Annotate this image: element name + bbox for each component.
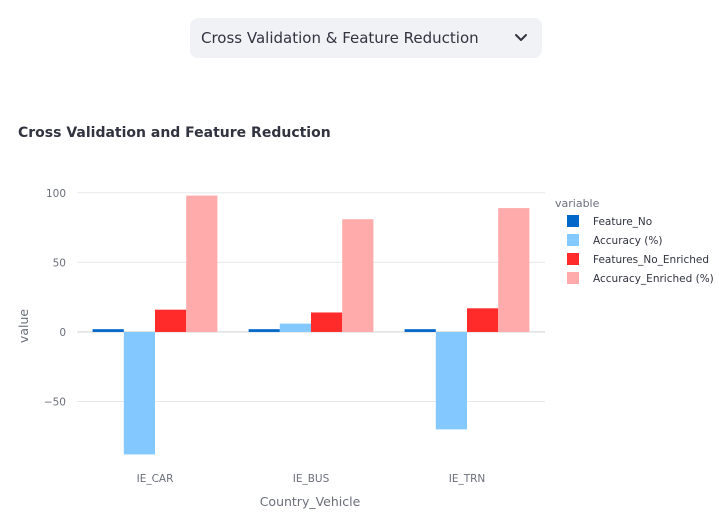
bar-ie-car-2[interactable]	[155, 309, 187, 332]
bar-ie-trn-1[interactable]	[435, 331, 467, 430]
y-tick-label: −50	[44, 397, 66, 409]
bar-ie-bus-2[interactable]	[311, 312, 343, 332]
y-tick-label: 50	[53, 257, 66, 269]
chart-title: Cross Validation and Feature Reduction	[18, 125, 331, 141]
y-axis-title: value	[16, 309, 31, 343]
legend-entry[interactable]: Accuracy (%)	[593, 235, 662, 247]
bar-ie-bus-3[interactable]	[342, 219, 374, 332]
legend-entry[interactable]: Features_No_Enriched	[593, 254, 709, 266]
x-tick-label: IE_BUS	[293, 473, 330, 485]
y-tick-label: 0	[59, 327, 66, 339]
legend-swatch[interactable]	[567, 215, 579, 227]
x-tick-label: IE_CAR	[137, 473, 174, 485]
chevron-down-icon	[515, 34, 527, 41]
bar-ie-car-1[interactable]	[123, 331, 155, 455]
bar-ie-car-0[interactable]	[92, 329, 124, 332]
legend-entry[interactable]: Accuracy_Enriched (%)	[593, 273, 714, 285]
bar-ie-trn-2[interactable]	[467, 308, 499, 332]
legend-swatch[interactable]	[567, 253, 579, 265]
bar-ie-trn-3[interactable]	[498, 208, 530, 332]
bar-ie-bus-1[interactable]	[279, 323, 311, 332]
legend-swatch[interactable]	[567, 234, 579, 246]
selector-value: Cross Validation & Feature Reduction	[201, 29, 479, 47]
legend-title: variable	[555, 197, 600, 210]
x-tick-labels: IE_CAR IE_BUS IE_TRN	[137, 473, 486, 485]
legend-swatch[interactable]	[567, 272, 579, 284]
bar-ie-trn-0[interactable]	[404, 329, 436, 332]
y-tick-labels: 100 50 0 −50	[44, 188, 66, 409]
chart-selector-dropdown[interactable]: Cross Validation & Feature Reduction	[190, 18, 542, 58]
x-axis-title: Country_Vehicle	[260, 494, 361, 509]
bar-ie-car-3[interactable]	[186, 195, 218, 332]
legend: variable Feature_No Accuracy (%) Features_…	[555, 197, 714, 285]
bar-ie-bus-0[interactable]	[248, 329, 280, 332]
y-tick-label: 100	[46, 188, 66, 200]
x-tick-label: IE_TRN	[449, 473, 486, 485]
bars	[92, 195, 530, 455]
legend-entry[interactable]: Feature_No	[593, 216, 652, 228]
